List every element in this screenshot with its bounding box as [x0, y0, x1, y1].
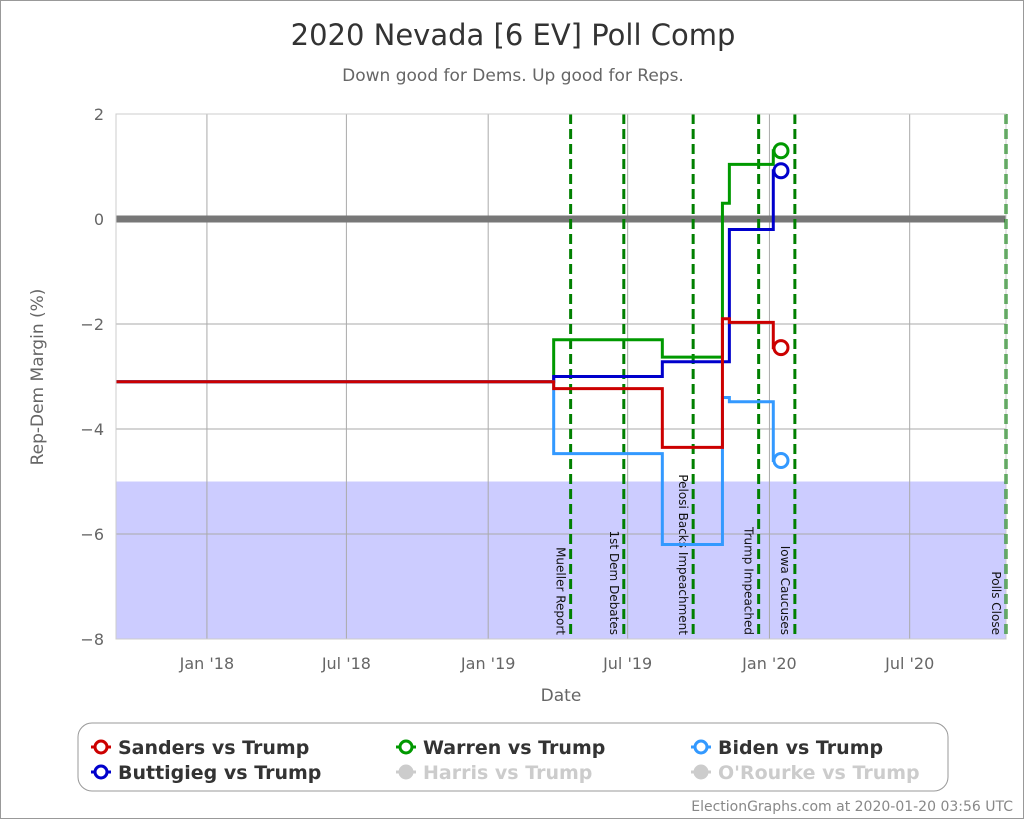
series-endpoint [772, 339, 790, 357]
event-label: 1st Dem Debates [607, 531, 621, 635]
shaded-region [116, 481, 1006, 639]
legend-item[interactable]: Harris vs Trump [396, 762, 592, 784]
event-label: Pelosi Backs Impeachment [676, 474, 690, 635]
x-tick-label: Jul '20 [884, 654, 934, 673]
legend-marker-icon [93, 764, 109, 780]
legend-label: Buttigieg vs Trump [118, 762, 321, 784]
legend-label: Sanders vs Trump [118, 737, 309, 759]
legend-marker-icon [398, 764, 414, 780]
series-endpoint [772, 452, 790, 469]
x-axis-label: Date [541, 686, 582, 706]
series-line [116, 169, 781, 384]
y-tick-label: 0 [94, 210, 104, 229]
y-axis-label: Rep-Dem Margin (%) [28, 289, 48, 466]
event-label: Trump Impeached [742, 526, 756, 635]
legend-label: Warren vs Trump [423, 737, 605, 759]
legend-item[interactable]: Sanders vs Trump [91, 737, 309, 759]
y-tick-label: −6 [80, 525, 104, 544]
legend-marker-icon [93, 739, 109, 755]
legend-label: Biden vs Trump [718, 737, 883, 759]
legend-item[interactable]: Warren vs Trump [396, 737, 605, 759]
legend-label: Harris vs Trump [423, 762, 592, 784]
chart-title: 2020 Nevada [6 EV] Poll Comp [291, 18, 736, 52]
legend-marker-icon [693, 739, 709, 755]
series-line [116, 149, 781, 384]
y-tick-label: −2 [80, 315, 104, 334]
x-tick-label: Jan '19 [460, 654, 516, 673]
chart-subtitle: Down good for Dems. Up good for Reps. [342, 66, 684, 86]
x-tick-label: Jul '18 [321, 654, 371, 673]
y-tick-label: 2 [94, 105, 104, 124]
legend-box [77, 722, 949, 792]
event-label: Polls Close [989, 571, 1003, 635]
x-tick-label: Jul '19 [602, 654, 652, 673]
x-tick-label: Jan '20 [741, 654, 797, 673]
series-line [116, 380, 781, 546]
series-line [116, 317, 781, 449]
credit: ElectionGraphs.com at 2020-01-20 03:56 U… [691, 799, 1013, 815]
legend-item[interactable]: O'Rourke vs Trump [691, 762, 920, 784]
legend-label: O'Rourke vs Trump [718, 762, 920, 784]
event-label: Iowa Caucuses [778, 546, 792, 635]
y-tick-label: −8 [80, 630, 104, 649]
legend-marker-icon [693, 764, 709, 780]
x-tick-label: Jan '18 [179, 654, 235, 673]
legend-marker-icon [398, 739, 414, 755]
event-label: Mueller Report [554, 547, 568, 635]
legend-item[interactable]: Biden vs Trump [691, 737, 883, 759]
series-endpoint [772, 142, 790, 160]
series-endpoint [772, 162, 790, 180]
legend-item[interactable]: Buttigieg vs Trump [91, 762, 321, 784]
y-tick-label: −4 [80, 420, 104, 439]
plot-border [115, 113, 1007, 640]
